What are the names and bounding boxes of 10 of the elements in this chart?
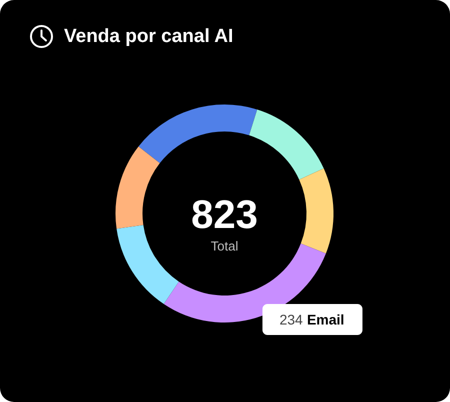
data-label: 234 xyxy=(279,311,304,328)
slice-label: Email xyxy=(306,311,344,328)
text: Total xyxy=(210,238,238,254)
chart-title: Venda por canal AI xyxy=(64,24,234,48)
donut-slice xyxy=(116,224,179,304)
donut-slice xyxy=(299,168,334,254)
text: 823 xyxy=(191,193,258,237)
donut-slice xyxy=(249,110,324,180)
donut-slice xyxy=(116,146,160,229)
donut-slice xyxy=(138,104,258,164)
